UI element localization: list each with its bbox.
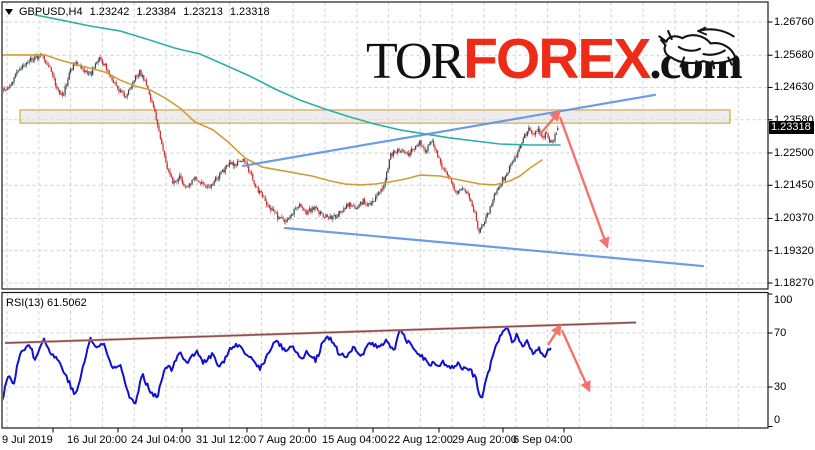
price-axis[interactable] bbox=[769, 2, 815, 428]
bull-logo-icon bbox=[658, 26, 737, 70]
rsi-indicator-label: RSI(13) 61.5062 bbox=[6, 297, 87, 309]
ohlc-low: 1.23213 bbox=[183, 6, 223, 18]
current-price-tag: 1.23318 bbox=[769, 121, 814, 134]
ohlc-high: 1.23384 bbox=[136, 6, 177, 18]
logo-prefix: TOR bbox=[366, 33, 465, 90]
logo-brand: FOREX bbox=[463, 27, 651, 91]
symbol-ohlc-label: GBPUSD,H4 1.23242 1.23384 1.23213 1.2331… bbox=[5, 5, 277, 19]
rsi-indicator-panel[interactable] bbox=[2, 292, 768, 428]
ohlc-open: 1.23242 bbox=[89, 6, 130, 18]
candles-series bbox=[3, 52, 559, 235]
ohlc-close: 1.23318 bbox=[229, 6, 270, 18]
forecast-arrows bbox=[540, 109, 610, 249]
time-axis[interactable] bbox=[2, 429, 768, 449]
trendlines bbox=[241, 93, 705, 268]
rsi-annotations bbox=[4, 321, 637, 393]
symbol-timeframe: GBPUSD,H4 bbox=[19, 6, 83, 18]
rsi-series bbox=[3, 327, 552, 405]
panel-borders bbox=[1, 1, 769, 429]
chart-dropdown-arrow-icon bbox=[5, 9, 13, 15]
ma-lines bbox=[3, 14, 561, 186]
axis-ticks bbox=[52, 21, 773, 433]
